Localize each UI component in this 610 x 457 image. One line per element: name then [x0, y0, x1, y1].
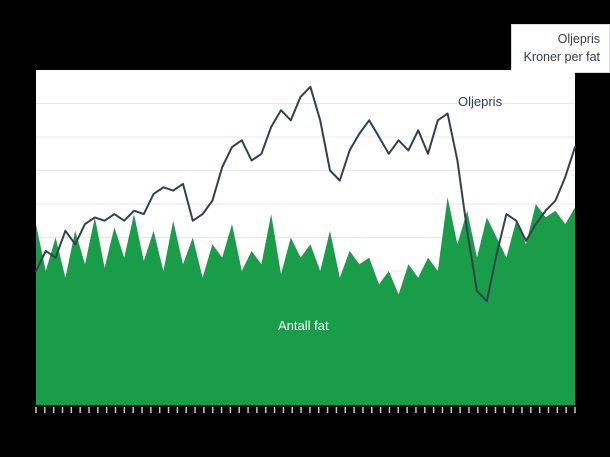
legend-subtitle: Kroner per fat	[523, 50, 600, 65]
plot-area: Oljepris Antall fat	[35, 70, 576, 413]
legend: Oljepris Kroner per fat	[510, 24, 610, 74]
chart-canvas	[35, 70, 576, 413]
legend-title: Oljepris	[557, 32, 600, 46]
